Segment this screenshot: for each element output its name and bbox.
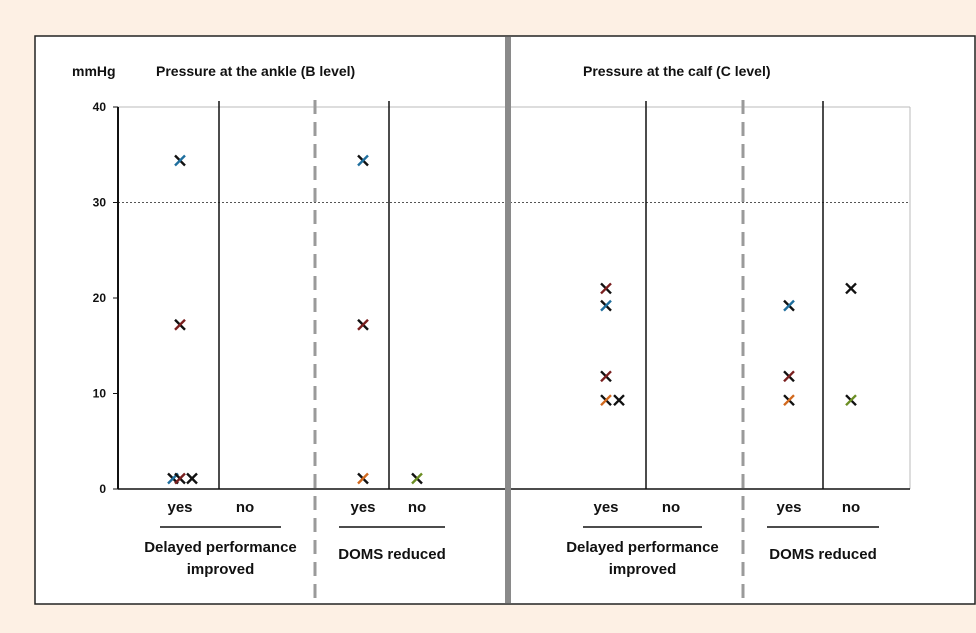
category-label-yes: yes: [776, 499, 801, 516]
point-stroke: [600, 299, 612, 312]
y-tick-label: 20: [93, 291, 107, 305]
category-label-no: no: [842, 499, 860, 516]
data-point: [600, 299, 612, 312]
y-tick-label: 0: [99, 482, 106, 496]
data-point: [783, 370, 795, 383]
panel-title-ankle: Pressure at the ankle (B level): [156, 63, 355, 79]
point-stroke: [845, 282, 857, 295]
data-point: [174, 472, 186, 485]
point-stroke: [186, 472, 198, 485]
data-point: [186, 472, 198, 485]
point-stroke: [357, 318, 369, 331]
category-label-yes: yes: [167, 499, 192, 516]
panel-divider: [505, 37, 511, 603]
point-stroke: [845, 394, 857, 407]
point-stroke: [357, 154, 369, 167]
panel-title-calf: Pressure at the calf (C level): [583, 63, 771, 79]
point-stroke: [600, 370, 612, 383]
y-tick-label: 30: [93, 196, 107, 210]
y-tick-label: 10: [93, 387, 107, 401]
category-label-yes: yes: [593, 499, 618, 516]
axes-layer: [113, 37, 910, 603]
point-stroke: [613, 394, 625, 407]
point-stroke: [783, 394, 795, 407]
data-point: [783, 299, 795, 312]
labels-layer: mmHg Pressure at the ankle (B level) Pre…: [72, 63, 877, 578]
group-label: improved: [609, 561, 677, 578]
category-label-yes: yes: [350, 499, 375, 516]
point-stroke: [411, 472, 423, 485]
group-label: Delayed performance: [566, 539, 719, 556]
point-stroke: [783, 370, 795, 383]
point-stroke: [600, 282, 612, 295]
data-point: [357, 154, 369, 167]
point-stroke: [174, 472, 186, 485]
group-label: improved: [187, 561, 255, 578]
category-label-no: no: [236, 499, 254, 516]
data-point: [357, 472, 369, 485]
data-point: [357, 318, 369, 331]
category-label-no: no: [662, 499, 680, 516]
point-stroke: [600, 394, 612, 407]
y-tick-label: 40: [93, 100, 107, 114]
group-label: DOMS reduced: [338, 546, 446, 563]
group-label: Delayed performance: [144, 539, 297, 556]
grid-layer: [118, 106, 911, 489]
data-point: [411, 472, 423, 485]
data-point: [845, 394, 857, 407]
data-point: [783, 394, 795, 407]
data-point: [174, 154, 186, 167]
marks-layer: [167, 154, 857, 485]
data-point: [600, 282, 612, 295]
point-stroke: [174, 154, 186, 167]
data-point: [600, 370, 612, 383]
point-stroke: [174, 318, 186, 331]
data-point: [845, 282, 857, 295]
data-point: [600, 394, 612, 407]
data-point: [613, 394, 625, 407]
category-label-no: no: [408, 499, 426, 516]
data-point: [174, 318, 186, 331]
point-stroke: [357, 472, 369, 485]
y-axis-label: mmHg: [72, 63, 116, 79]
group-label: DOMS reduced: [769, 546, 877, 563]
point-stroke: [783, 299, 795, 312]
